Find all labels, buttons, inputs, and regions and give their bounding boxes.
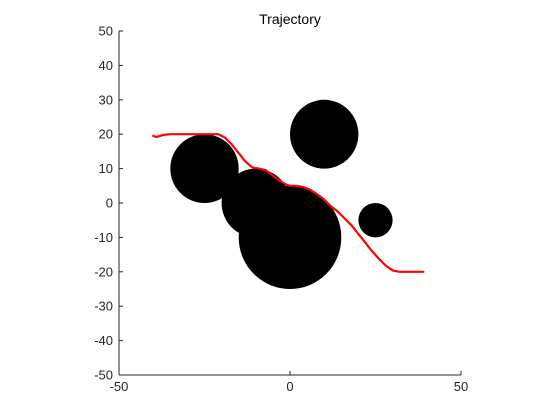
y-tick-label: -40 xyxy=(94,333,113,348)
y-tick-label: 20 xyxy=(99,127,113,142)
x-tick-label: 50 xyxy=(454,379,468,394)
y-tick-label: 50 xyxy=(99,24,113,39)
y-tick-label: 40 xyxy=(99,58,113,73)
chart-title: Trajectory xyxy=(259,11,321,27)
y-tick-label: 10 xyxy=(99,161,113,176)
obstacle-circle xyxy=(170,134,239,204)
obstacle-layer xyxy=(170,99,393,289)
obstacle-circle xyxy=(358,203,393,238)
y-tick-label: 0 xyxy=(106,196,113,211)
y-tick-label: -20 xyxy=(94,264,113,279)
obstacle-circle xyxy=(290,99,359,169)
y-tick-label: -10 xyxy=(94,230,113,245)
x-tick-label: 0 xyxy=(286,379,293,394)
axis-layer: -50 0 50 -50 -40 -30 -20 -10 0 10 20 30 40 50 xyxy=(94,24,468,395)
y-tick-label: -50 xyxy=(94,368,113,383)
obstacle-circle xyxy=(238,185,342,289)
trajectory-layer xyxy=(152,133,425,273)
y-tick-label: 30 xyxy=(99,92,113,107)
trajectory-line xyxy=(152,133,425,273)
y-tick-label: -30 xyxy=(94,299,113,314)
x-tick-label: -50 xyxy=(110,379,129,394)
